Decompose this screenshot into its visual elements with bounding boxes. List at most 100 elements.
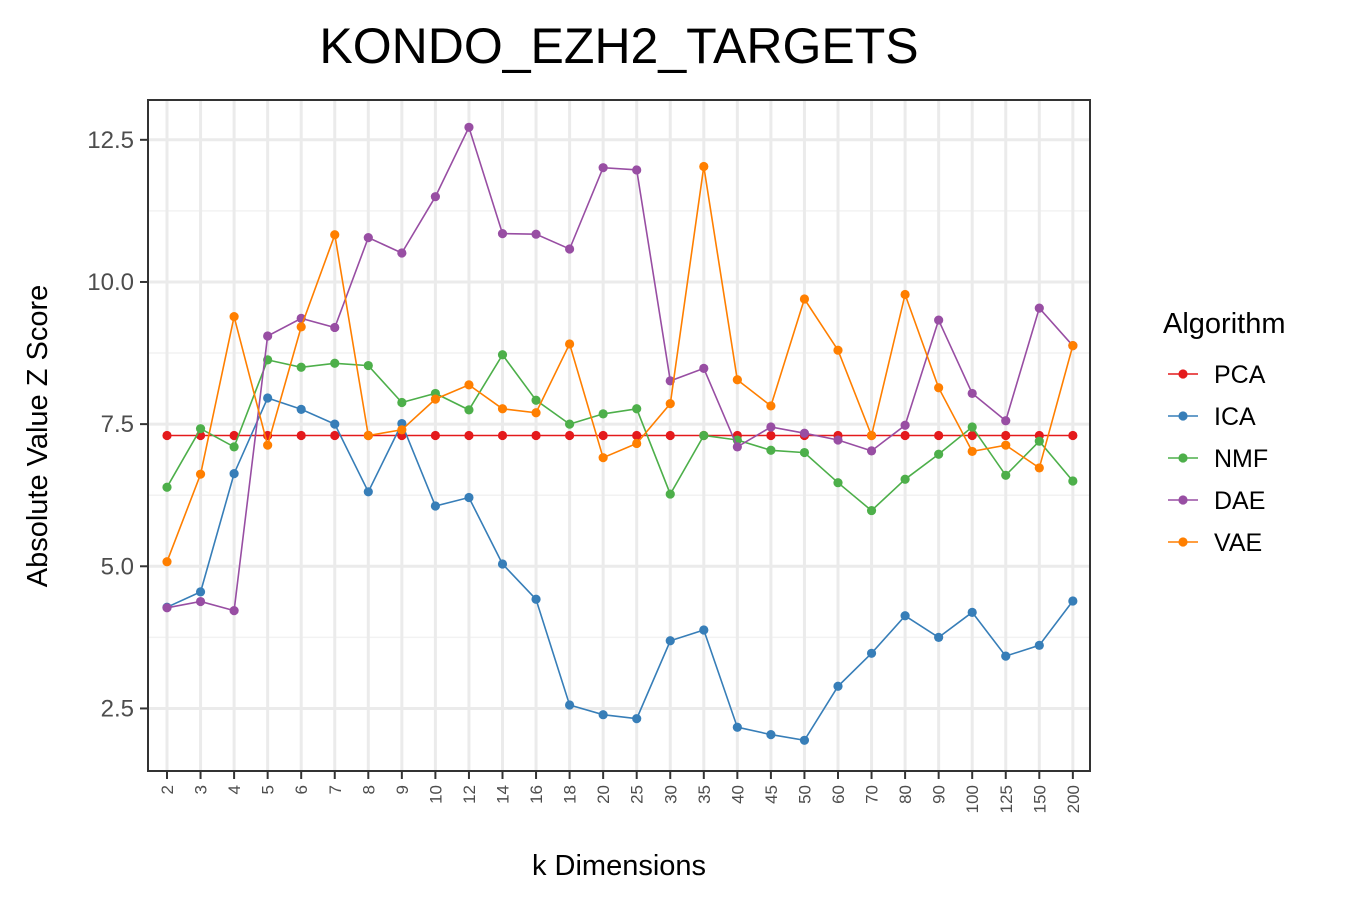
data-point-nmf: [330, 358, 340, 368]
data-point-nmf: [1001, 470, 1011, 480]
legend-item-vae: VAE: [1168, 529, 1262, 557]
data-point-vae: [1068, 341, 1078, 351]
data-point-vae: [330, 230, 340, 240]
x-tick-label: 50: [795, 785, 814, 804]
x-tick-label: 7: [326, 785, 345, 794]
x-tick-label: 100: [963, 785, 982, 813]
data-point-ica: [900, 611, 910, 621]
data-point-ica: [1034, 640, 1044, 650]
series-line-ica: [166, 397, 1074, 742]
data-point-vae: [799, 294, 810, 304]
data-point-nmf: [363, 360, 373, 371]
data-point-nmf: [565, 419, 575, 429]
data-point-vae: [430, 394, 440, 404]
y-tick-label: 7.5: [101, 411, 134, 438]
x-tick-label: 20: [594, 785, 613, 804]
data-point-dae: [464, 122, 474, 132]
x-tick-label: 2: [158, 785, 177, 794]
data-point-pca: [598, 430, 608, 441]
legend-key-point: [1178, 495, 1188, 505]
data-point-nmf: [195, 424, 206, 434]
data-point-ica: [229, 468, 239, 479]
data-point-nmf: [766, 445, 776, 455]
data-point-dae: [195, 596, 206, 607]
legend: Algorithm PCA ICA NMF DAE VAE: [1163, 308, 1286, 557]
x-tick-label: 125: [997, 785, 1016, 813]
data-point-nmf: [296, 362, 306, 372]
data-point-vae: [464, 380, 474, 390]
data-point-pca: [565, 430, 575, 441]
data-point-dae: [934, 315, 944, 325]
data-point-ica: [866, 648, 877, 658]
data-point-dae: [732, 442, 742, 452]
data-point-pca: [934, 430, 944, 441]
data-point-vae: [900, 289, 910, 300]
data-point-ica: [967, 607, 977, 617]
y-tick-label: 10.0: [87, 269, 134, 296]
data-point-nmf: [162, 482, 172, 492]
data-point-ica: [263, 393, 273, 403]
data-point-dae: [866, 446, 877, 456]
data-point-nmf: [598, 409, 608, 419]
data-point-vae: [497, 404, 508, 414]
legend-label: VAE: [1214, 529, 1262, 557]
data-point-vae: [866, 430, 877, 441]
data-point-nmf: [397, 397, 407, 408]
x-tick-label: 30: [661, 785, 680, 804]
data-point-pca: [665, 430, 675, 441]
data-point-dae: [900, 420, 910, 430]
data-point-ica: [1001, 651, 1011, 661]
x-tick-label: 90: [930, 785, 949, 804]
x-tick-label: 18: [561, 785, 580, 804]
legend-item-pca: PCA: [1168, 361, 1266, 389]
legend-label: PCA: [1214, 361, 1266, 389]
x-tick-label: 8: [359, 785, 378, 794]
x-tick-label: 10: [426, 785, 445, 804]
data-point-dae: [263, 331, 273, 341]
data-point-vae: [263, 440, 273, 450]
data-point-ica: [598, 710, 608, 720]
series-vae: [162, 161, 1078, 567]
x-tick-label: 16: [527, 785, 546, 804]
data-point-ica: [330, 419, 340, 429]
plot-frame: [147, 99, 1091, 772]
data-point-nmf: [229, 442, 239, 452]
legend-label: DAE: [1214, 487, 1265, 515]
data-point-vae: [665, 399, 675, 409]
data-point-ica: [665, 636, 675, 646]
data-point-dae: [363, 233, 373, 243]
data-point-ica: [934, 632, 944, 642]
legend-key-point: [1178, 453, 1188, 463]
y-tick-label: 5.0: [101, 553, 134, 580]
data-point-dae: [799, 428, 810, 438]
legend-key-point: [1178, 411, 1188, 421]
data-point-dae: [632, 165, 642, 175]
data-point-vae: [1034, 463, 1044, 473]
data-point-vae: [732, 375, 742, 385]
data-point-pca: [162, 430, 172, 441]
data-point-dae: [531, 229, 541, 239]
y-axis: 2.5 5.0 7.5 10.0 12.5: [87, 127, 148, 722]
x-axis: 2 3 4 5 6 7 8 9 10 12 14 16 18 20 25 30 35 40 45 50 60 70 80 90…: [158, 771, 1083, 813]
data-point-dae: [229, 606, 239, 616]
data-point-pca: [1068, 430, 1078, 441]
data-point-pca: [497, 430, 508, 441]
data-point-nmf: [934, 449, 944, 459]
x-tick-label: 5: [259, 785, 278, 794]
data-point-vae: [296, 322, 306, 332]
data-point-pca: [632, 430, 642, 441]
x-tick-label: 35: [695, 785, 714, 804]
x-tick-label: 45: [762, 785, 781, 804]
data-point-vae: [1001, 440, 1011, 450]
x-tick-label: 70: [863, 785, 882, 804]
data-point-nmf: [833, 478, 843, 488]
legend-title: Algorithm: [1163, 308, 1286, 340]
data-point-pca: [464, 430, 474, 441]
data-point-ica: [833, 681, 843, 691]
data-point-dae: [330, 322, 340, 333]
data-point-vae: [766, 401, 776, 411]
y-tick-label: 12.5: [87, 127, 134, 154]
y-axis-title: Absolute Value Z Score: [22, 285, 54, 588]
data-point-vae: [598, 453, 608, 463]
